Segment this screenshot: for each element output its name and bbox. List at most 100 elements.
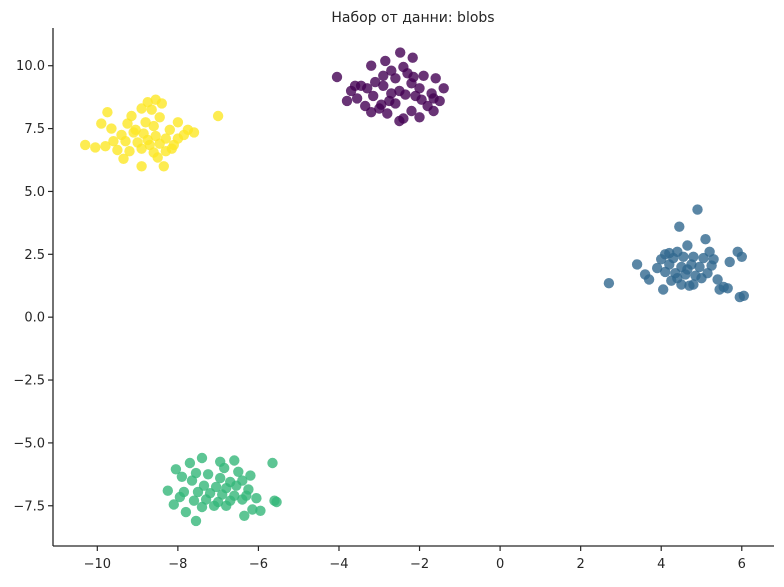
x-tick-label: 6 [738,557,746,572]
data-point [221,500,232,511]
data-point [362,83,373,94]
data-point [698,252,709,264]
data-point [118,153,129,164]
data-point [112,144,123,156]
data-point [400,89,411,100]
data-point [208,500,220,511]
series-0 [331,47,449,127]
data-point [186,475,198,486]
x-tick-label: −2 [410,557,429,572]
data-point [631,259,643,270]
data-point [370,76,381,88]
data-point [380,55,391,67]
data-point [672,273,683,284]
data-point [428,105,439,117]
data-point [738,290,749,301]
data-point [430,73,441,84]
data-point [154,138,165,149]
x-tick-label: 4 [657,557,665,572]
data-point [656,254,667,265]
points-layer [80,47,749,527]
data-point [231,480,242,491]
data-point [172,117,184,128]
data-point [124,146,135,157]
data-point [229,455,240,466]
data-point [394,115,405,127]
data-point [102,107,113,118]
data-point [660,266,671,278]
data-point [368,90,379,102]
data-point [736,251,747,262]
y-tick-label: 2.5 [24,248,45,263]
data-point [386,65,397,76]
series-3 [80,94,224,172]
data-point [714,284,725,295]
data-point [682,240,693,251]
data-point [156,98,167,109]
data-point [162,485,173,496]
data-point [251,493,262,504]
data-point [247,504,258,515]
y-tick-label: 10.0 [16,59,45,74]
data-point [142,134,153,146]
data-point [212,110,224,122]
data-point [271,496,282,508]
x-tick-label: 0 [496,557,504,572]
data-point [158,161,169,172]
data-point [126,110,137,122]
data-point [170,464,182,475]
data-point [414,112,425,123]
data-point [219,462,230,474]
data-point [215,472,226,484]
data-point [154,112,165,123]
data-point [678,251,689,262]
data-point [366,107,377,118]
data-point [136,143,147,154]
y-tick-label: 5.0 [24,185,45,200]
data-point [106,123,117,134]
data-point [245,470,256,481]
data-point [724,256,735,268]
data-point [233,466,244,477]
data-point [438,83,449,94]
data-point [196,501,208,513]
data-point [136,103,147,114]
data-point [166,143,177,154]
data-point [190,515,202,527]
data-point [386,88,397,99]
data-point [178,129,190,141]
data-point [90,142,101,153]
data-point [682,264,693,275]
y-tick-label: 0.0 [24,311,45,326]
data-point [382,108,393,119]
data-point [378,70,389,82]
data-point [202,469,214,480]
data-point [140,117,151,128]
y-tick-label: 7.5 [24,122,45,137]
data-point [406,105,417,117]
data-point [349,80,361,92]
data-point [434,95,445,107]
data-point [410,90,421,102]
data-point [184,457,196,469]
x-tick-label: −4 [329,557,348,572]
data-point [407,52,418,63]
data-point [174,491,186,503]
data-point [692,204,703,215]
data-point [176,471,188,482]
data-point [390,73,401,84]
data-point [146,104,157,115]
data-point [664,247,675,259]
data-point [700,234,711,245]
data-point [188,127,200,138]
data-point [658,284,669,295]
data-point [239,510,250,521]
data-point [696,273,707,284]
data-point [168,499,179,510]
x-tick-label: −10 [84,557,111,572]
data-point [96,118,107,129]
x-tick-label: −8 [168,557,187,572]
data-point [674,221,685,232]
